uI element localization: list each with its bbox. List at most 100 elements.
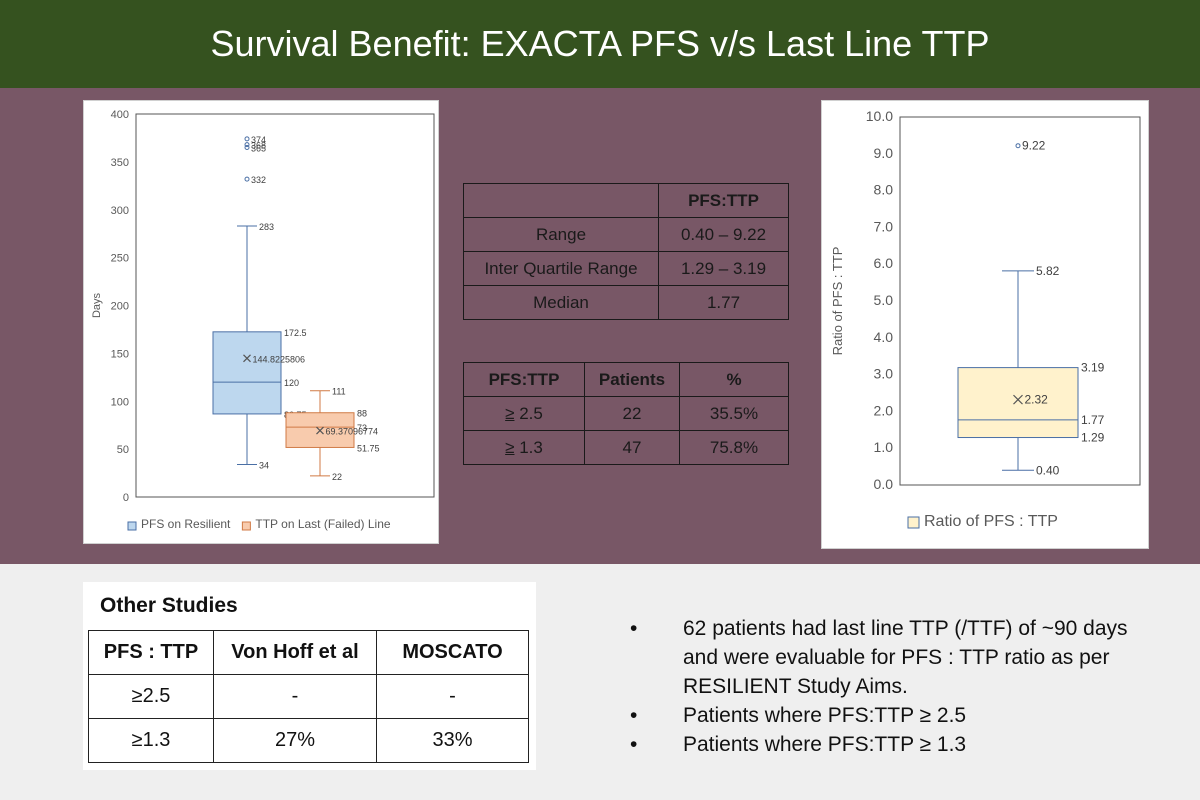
- table-cell: -: [376, 674, 529, 719]
- outlier-label: 9.22: [1022, 139, 1046, 153]
- median-label: 73: [357, 423, 367, 433]
- y-tick-label: 0: [123, 492, 129, 504]
- y-tick-label: 10.0: [866, 108, 893, 124]
- table-cell: Range: [463, 217, 659, 252]
- q3-label: 88: [357, 409, 367, 419]
- y-tick-label: 0.0: [874, 476, 894, 492]
- y-tick-label: 1.0: [874, 439, 894, 455]
- table-cell: 22: [584, 396, 680, 431]
- q3-label: 172.5: [284, 328, 307, 338]
- whisker-low-label: 0.40: [1036, 463, 1060, 477]
- legend-label: PFS on Resilient: [141, 517, 231, 531]
- table-cell: 35.5%: [679, 396, 789, 431]
- table-row: Median 1.77: [463, 285, 789, 320]
- q3-label: 3.19: [1081, 361, 1105, 375]
- mean-label: 144.8225806: [253, 354, 306, 364]
- y-axis-label: Days: [91, 292, 103, 318]
- legend-label: TTP on Last (Failed) Line: [255, 517, 391, 531]
- whisker-low-label: 22: [332, 472, 342, 482]
- y-tick-label: 7.0: [874, 218, 894, 234]
- table-header-cell: PFS:TTP: [463, 362, 585, 397]
- legend-swatch: [241, 521, 251, 531]
- ratio-stats-table: PFS:TTP Range 0.40 – 9.22 Inter Quartile…: [463, 183, 789, 320]
- table-cell: 47: [584, 430, 680, 465]
- table-cell: Median: [463, 285, 659, 320]
- outlier-label: 365: [251, 144, 266, 154]
- days-boxplot-panel: 0 50 100 150 200 250 300 350 400 Days 144.8225806 2…: [83, 100, 439, 544]
- table-cell: 27%: [213, 718, 377, 763]
- y-tick-label: 300: [111, 205, 129, 217]
- outlier-label: 374: [251, 135, 266, 145]
- median-label: 120: [284, 378, 299, 388]
- mean-label: 2.32: [1025, 393, 1049, 407]
- y-tick-label: 150: [111, 348, 129, 360]
- median-label: 1.77: [1081, 413, 1105, 427]
- table-header-cell: Von Hoff et al: [213, 630, 377, 675]
- outlier-label: 368: [251, 141, 266, 151]
- slide-title: Survival Benefit: EXACTA PFS v/s Last Li…: [210, 23, 990, 64]
- slide-header: Survival Benefit: EXACTA PFS v/s Last Li…: [0, 0, 1200, 88]
- other-studies-title: Other Studies: [100, 594, 238, 617]
- table-row: Range 0.40 – 9.22: [463, 217, 789, 252]
- outlier-point: [244, 145, 250, 151]
- box-iqr: [212, 331, 282, 415]
- y-tick-label: 3.0: [874, 366, 894, 382]
- list-item: 62 patients had last line TTP (/TTF) of …: [630, 614, 1150, 701]
- other-studies-table: PFS : TTP Von Hoff et al MOSCATO ≥2.5 - …: [88, 630, 529, 763]
- list-item: Patients where PFS:TTP ≥ 1.3: [630, 730, 1150, 759]
- y-tick-label: 250: [111, 253, 129, 265]
- outlier-point: [1015, 143, 1021, 149]
- y-axis-label: Ratio of PFS : TTP: [830, 247, 845, 356]
- table-cell: ≥1.3: [88, 718, 214, 763]
- table-header-cell: MOSCATO: [376, 630, 529, 675]
- q1-label: 51.75: [357, 443, 380, 453]
- threshold-operator: ≥: [505, 403, 515, 423]
- table-header-cell: %: [679, 362, 789, 397]
- outlier-point: [244, 136, 250, 142]
- table-header-cell: PFS : TTP: [88, 630, 214, 675]
- table-cell: 75.8%: [679, 430, 789, 465]
- threshold-value: 2.5: [514, 403, 543, 423]
- table-cell: 0.40 – 9.22: [658, 217, 789, 252]
- y-tick-label: 200: [111, 301, 129, 313]
- outlier-point: [244, 176, 250, 182]
- table-cell: ≥ 1.3: [463, 430, 585, 465]
- mean-marker: [243, 354, 251, 363]
- table-cell: ≥2.5: [88, 674, 214, 719]
- y-tick-label: 400: [111, 109, 129, 121]
- legend-label: Ratio of PFS : TTP: [924, 513, 1058, 530]
- plot-frame: [899, 116, 1141, 486]
- table-header-cell: Patients: [584, 362, 680, 397]
- table-header-row: PFS:TTP: [463, 183, 789, 218]
- legend-swatch: [907, 516, 920, 529]
- mean-marker: [316, 426, 324, 435]
- table-header-row: PFS : TTP Von Hoff et al MOSCATO: [88, 630, 529, 675]
- ratio-boxplot: 0.0 1.0 2.0 3.0 4.0 5.0 6.0 7.0 8.0 9.0 10.0 Ratio …: [830, 108, 1141, 530]
- table-row: ≥2.5 - -: [88, 674, 529, 719]
- y-tick-label: 9.0: [874, 145, 894, 161]
- patients-table: PFS:TTP Patients % ≥ 2.5 22 35.5% ≥ 1.3 …: [463, 362, 789, 465]
- box-iqr: [957, 367, 1079, 439]
- y-tick-label: 350: [111, 157, 129, 169]
- table-cell: ≥ 2.5: [463, 396, 585, 431]
- y-tick-label: 5.0: [874, 292, 894, 308]
- table-row: Inter Quartile Range 1.29 – 3.19: [463, 251, 789, 286]
- list-item: Patients where PFS:TTP ≥ 2.5: [630, 701, 1150, 730]
- whisker-high-label: 111: [332, 387, 346, 397]
- y-tick-label: 8.0: [874, 182, 894, 198]
- y-tick-label: 50: [117, 444, 129, 456]
- table-cell: 1.29 – 3.19: [658, 251, 789, 286]
- threshold-value: 1.3: [514, 437, 543, 457]
- table-cell: 1.77: [658, 285, 789, 320]
- whisker-high-label: 283: [259, 222, 274, 232]
- legend-swatch: [127, 521, 137, 531]
- table-header-cell: PFS:TTP: [658, 183, 789, 218]
- summary-bullets: 62 patients had last line TTP (/TTF) of …: [630, 614, 1150, 759]
- table-row: ≥1.3 27% 33%: [88, 718, 529, 763]
- table-row: ≥ 2.5 22 35.5%: [463, 396, 789, 431]
- y-tick-label: 6.0: [874, 255, 894, 271]
- other-studies-box: Other Studies PFS : TTP Von Hoff et al M…: [83, 582, 536, 770]
- y-tick-label: 4.0: [874, 329, 894, 345]
- outlier-label: 332: [251, 175, 266, 185]
- table-cell: -: [213, 674, 377, 719]
